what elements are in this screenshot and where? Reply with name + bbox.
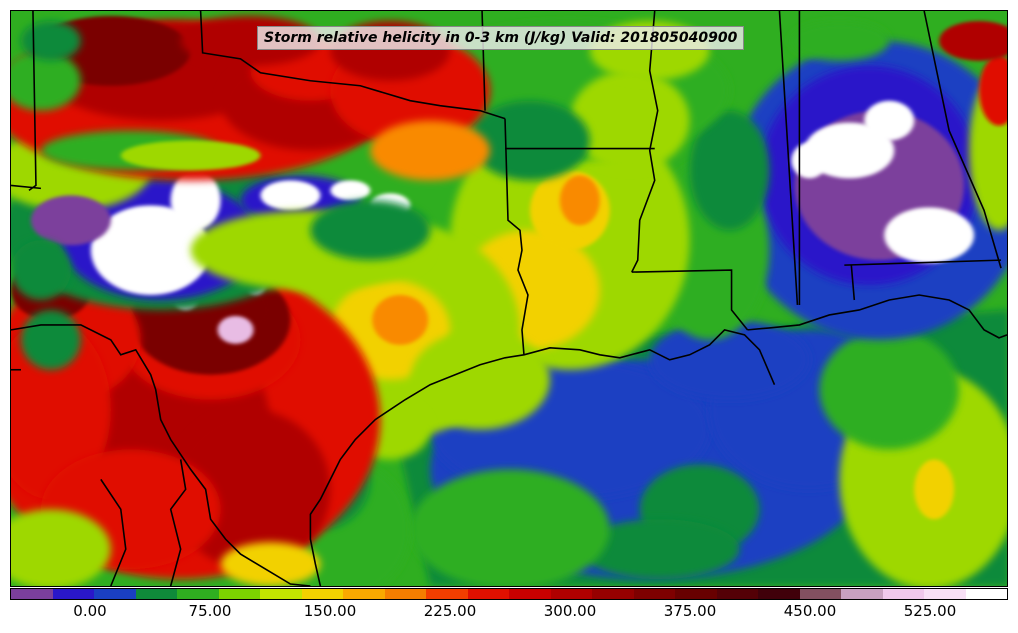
colorbar-swatch [509, 589, 551, 599]
helicity-contour [939, 20, 1007, 61]
colorbar-swatch [426, 589, 468, 599]
colorbar-swatch [218, 589, 260, 599]
helicity-contour [864, 100, 915, 141]
helicity-contour [559, 175, 600, 226]
helicity-contour [372, 295, 429, 345]
colorbar-swatch [716, 589, 758, 599]
colorbar-swatch [135, 589, 177, 599]
colorbar-swatch [758, 589, 800, 599]
helicity-contour [11, 240, 71, 300]
boundary-line [11, 324, 311, 586]
helicity-contour [11, 509, 111, 586]
helicity-contour [20, 309, 81, 370]
colorbar-swatch [841, 589, 883, 599]
boundary-line [199, 11, 506, 120]
helicity-contour [220, 542, 321, 586]
colorbar-swatch [301, 589, 343, 599]
colorbar-swatch [467, 589, 509, 599]
colorbar-tick-label: 0.00 [73, 602, 107, 620]
colorbar-tick-label: 375.00 [663, 602, 717, 620]
boundary-line [844, 259, 1002, 266]
colorbar-swatch [799, 589, 841, 599]
colorbar-swatch [965, 589, 1007, 599]
helicity-contour [470, 100, 590, 181]
state-boundaries [11, 11, 1007, 586]
colorbar-tick-label: 225.00 [423, 602, 477, 620]
helicity-contour [410, 469, 610, 586]
helicity-contour [11, 50, 81, 111]
boundary-line [28, 11, 37, 192]
colorbar-swatch [592, 589, 634, 599]
helicity-field [11, 15, 1007, 586]
helicity-contour [170, 170, 221, 231]
map-title: Storm relative helicity in 0-3 km (J/kg)… [257, 26, 745, 50]
helicity-contour [979, 55, 1007, 126]
colorbar-tick-label: 75.00 [188, 602, 232, 620]
colorbar-tick-label: 300.00 [543, 602, 597, 620]
boundary-line [504, 118, 529, 355]
helicity-contour [569, 70, 690, 171]
helicity-contour [310, 200, 431, 261]
colorbar [10, 588, 1008, 600]
boundary-line [309, 329, 776, 586]
colorbar-swatch [550, 589, 592, 599]
boundary-line [100, 478, 127, 586]
colorbar-tick-label: 525.00 [903, 602, 957, 620]
colorbar-swatch [52, 589, 94, 599]
boundary-line [169, 459, 187, 586]
helicity-contour [330, 180, 371, 201]
helicity-contour [791, 142, 828, 179]
helicity-contour [884, 207, 975, 264]
colorbar-swatch [11, 589, 53, 599]
colorbar-swatch [882, 589, 924, 599]
colorbar-swatch [94, 589, 136, 599]
colorbar-swatch [384, 589, 426, 599]
boundary-line [850, 265, 856, 301]
helicity-contour [260, 180, 321, 211]
helicity-contour [649, 319, 810, 400]
helicity-contour [370, 120, 491, 181]
boundary-line [631, 269, 749, 331]
helicity-contour [689, 110, 770, 231]
helicity-contour [914, 459, 955, 520]
boundary-line [778, 11, 799, 306]
boundary-line [631, 11, 659, 273]
boundary-line [923, 11, 1002, 269]
boundary-line [11, 184, 42, 190]
colorbar-swatch [633, 589, 675, 599]
boundary-line [747, 294, 1007, 339]
colorbar-swatch [675, 589, 717, 599]
map-frame: Storm relative helicity in 0-3 km (J/kg)… [10, 10, 1008, 587]
helicity-contour [30, 195, 111, 246]
helicity-contour [579, 519, 740, 580]
colorbar-tick-label: 150.00 [303, 602, 357, 620]
helicity-contour [819, 329, 960, 450]
colorbar-labels: 0.00 75.00 150.00 225.00 300.00 375.00 450.00 5… [10, 602, 1008, 624]
helicity-contour [410, 329, 550, 430]
colorbar-swatch [924, 589, 966, 599]
colorbar-swatch [260, 589, 302, 599]
colorbar-swatch [343, 589, 385, 599]
helicity-contour [20, 20, 81, 61]
helicity-contour [217, 315, 254, 344]
helicity-contour [120, 140, 261, 171]
colorbar-swatch [177, 589, 219, 599]
helicity-map [11, 11, 1007, 586]
helicity-contour [90, 205, 211, 296]
colorbar-tick-label: 450.00 [783, 602, 837, 620]
helicity-contour [789, 20, 890, 61]
